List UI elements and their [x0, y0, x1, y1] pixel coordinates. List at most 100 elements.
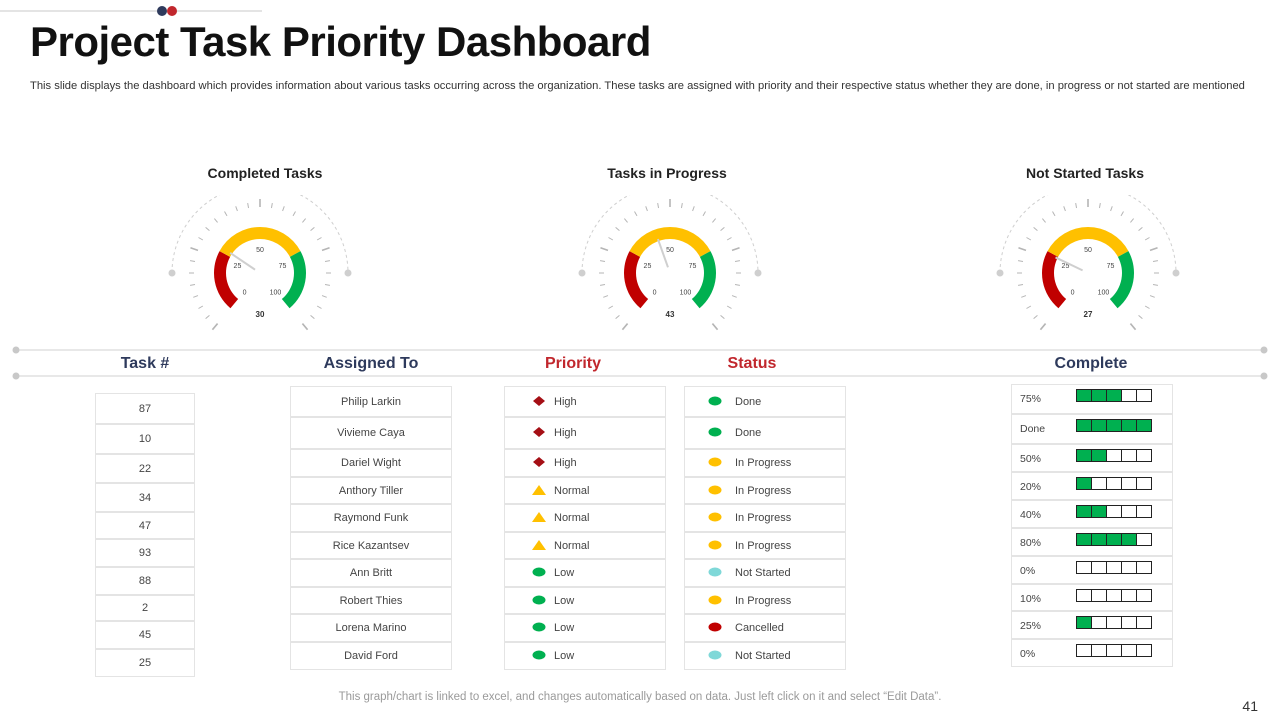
progress-segment [1091, 533, 1107, 546]
progress-bar [1076, 561, 1152, 574]
status-cell: In Progress [684, 532, 846, 559]
status-dot-icon [708, 427, 722, 437]
complete-cell: 75% [1011, 384, 1173, 414]
progress-segment [1121, 419, 1137, 432]
priority-label: Low [554, 567, 575, 579]
progress-bar [1076, 589, 1152, 602]
triangle-icon [532, 484, 546, 495]
priority-cell: High [504, 449, 666, 477]
progress-segment [1091, 389, 1107, 402]
gauge-value: 27 [1084, 310, 1093, 319]
gauge-title-in-progress: Tasks in Progress [607, 165, 727, 181]
progress-segment [1121, 589, 1137, 602]
complete-cell: 0% [1011, 556, 1173, 584]
page-title: Project Task Priority Dashboard [30, 18, 651, 65]
header-rule [12, 346, 1268, 380]
diamond-icon [533, 427, 545, 437]
status-label: In Progress [735, 512, 792, 524]
status-dot-icon [708, 485, 722, 494]
progress-segment [1136, 616, 1152, 629]
complete-label: 10% [1020, 593, 1042, 605]
assigned-cell: Anthory Tiller [290, 477, 452, 504]
status-cell: Cancelled [684, 614, 846, 642]
status-dot-icon [708, 595, 722, 604]
progress-segment [1121, 561, 1137, 574]
gauge-scale-label: 100 [1098, 289, 1110, 296]
gauge-band-red [624, 251, 649, 309]
status-label: Cancelled [735, 622, 784, 634]
gauge-scale-label: 50 [256, 247, 264, 254]
progress-segment [1106, 644, 1122, 657]
progress-segment [1076, 644, 1092, 657]
gauge-band-green [691, 251, 716, 309]
gauge-title-not-started: Not Started Tasks [1026, 165, 1144, 181]
assignee-name: Robert Thies [339, 594, 403, 607]
progress-bar [1076, 505, 1152, 518]
task-number-cell: 34 [95, 483, 195, 512]
task-number: 25 [138, 657, 152, 669]
status-dot-icon [708, 512, 722, 522]
red-dot-icon [167, 6, 177, 16]
gauge-band-yellow [219, 227, 301, 257]
gauge-completed: 0 25 50 75 100 30 [168, 195, 352, 331]
priority-cell: Low [504, 587, 666, 614]
gauge-scale-label: 75 [1107, 263, 1115, 270]
progress-segment [1136, 589, 1152, 602]
gauge-needle [1055, 256, 1084, 272]
task-number: 10 [138, 433, 152, 445]
status-dot-icon [708, 396, 722, 405]
gauge-scale-label: 25 [234, 263, 242, 270]
assignee-name: Dariel Wight [341, 457, 401, 469]
gauge-value: 43 [666, 310, 675, 319]
assignee-name: Ann Britt [349, 567, 393, 579]
ellipse-icon [532, 650, 546, 660]
gauge-scale-label: 50 [666, 247, 674, 254]
progress-bar [1076, 533, 1152, 546]
progress-segment [1121, 616, 1137, 629]
status-label: Done [735, 427, 762, 439]
task-number-cell: 25 [95, 649, 195, 677]
gauge-scale-label: 25 [1062, 263, 1070, 270]
task-number: 88 [138, 575, 152, 587]
status-cell: In Progress [684, 477, 846, 504]
assignee-name: David Ford [344, 650, 398, 662]
status-label: In Progress [735, 539, 792, 552]
progress-segment [1136, 449, 1152, 462]
gauge-band-yellow [1047, 227, 1129, 257]
assignee-name: Vivieme Caya [337, 427, 405, 439]
priority-label: High [554, 427, 577, 439]
header-task: Task # [120, 355, 170, 372]
priority-cell: Low [504, 559, 666, 587]
assignee-name: Rice Kazantsev [332, 539, 410, 552]
complete-cell: 50% [1011, 444, 1173, 472]
progress-segment [1106, 477, 1122, 490]
priority-label: High [554, 457, 577, 469]
assignee-name: Raymond Funk [333, 512, 409, 524]
progress-bar [1076, 419, 1152, 432]
gauge-scale-label: 75 [689, 263, 697, 270]
status-cell: In Progress [684, 587, 846, 614]
progress-segment [1091, 616, 1107, 629]
progress-segment [1121, 449, 1137, 462]
progress-segment [1091, 477, 1107, 490]
task-number-cell: 22 [95, 454, 195, 483]
status-label: Not Started [735, 650, 791, 662]
status-dot-icon [708, 622, 722, 632]
task-number: 34 [138, 491, 152, 504]
task-number: 2 [141, 602, 149, 614]
assigned-cell: Dariel Wight [290, 449, 452, 477]
progress-segment [1121, 477, 1137, 490]
task-number: 87 [138, 402, 152, 415]
task-number-cell: 2 [95, 595, 195, 621]
progress-segment [1121, 505, 1137, 518]
gauge-band-yellow [629, 227, 711, 257]
gauge-title-completed: Completed Tasks [207, 165, 323, 181]
gauge-scale-label: 100 [270, 289, 282, 296]
ellipse-icon [532, 622, 546, 632]
header-priority: Priority [544, 355, 601, 372]
assigned-cell: David Ford [290, 642, 452, 670]
assigned-cell: Ann Britt [290, 559, 452, 587]
gauge-band-green [1109, 251, 1134, 309]
progress-segment [1076, 389, 1092, 402]
complete-cell: 0% [1011, 639, 1173, 667]
